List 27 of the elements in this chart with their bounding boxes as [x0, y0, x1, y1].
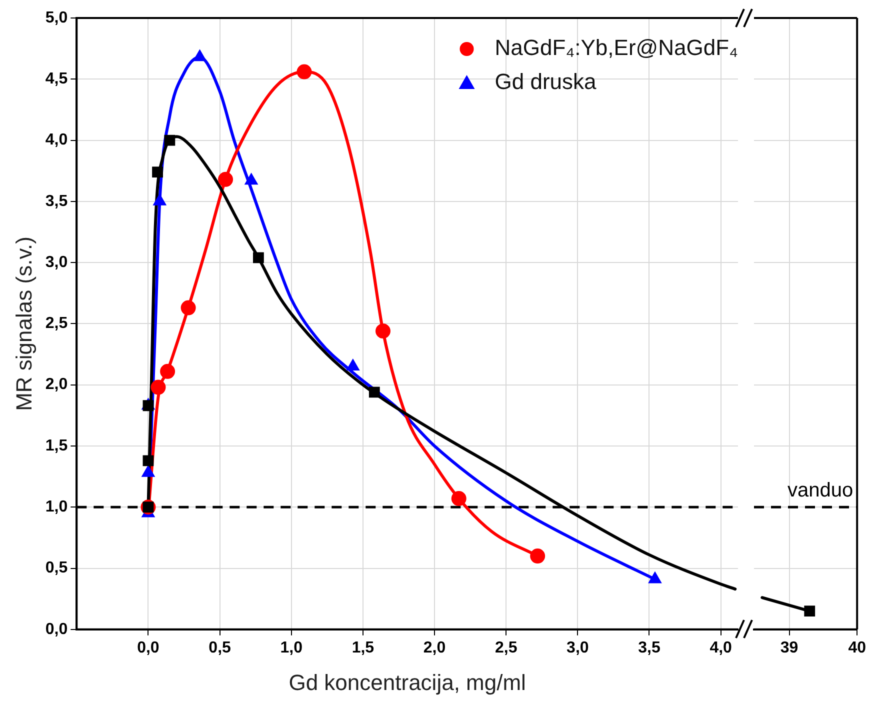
x-tick-label: 1,5	[352, 639, 374, 656]
x-tick-label: 0,0	[137, 639, 160, 656]
x-tick-label: 2,5	[494, 639, 518, 656]
x-tick-label: 2,0	[423, 639, 446, 656]
y-tick-label: 3,0	[45, 254, 68, 271]
x-tick-label: 3,0	[566, 639, 589, 656]
y-tick-label: 0,5	[45, 560, 68, 577]
x-axis-title: Gd koncentracija, mg/ml	[288, 670, 526, 695]
y-tick-label: 1,5	[45, 437, 68, 454]
y-tick-label: 3,5	[45, 192, 68, 210]
y-tick-label: 4,5	[45, 70, 68, 88]
y-tick-label: 5,0	[45, 9, 68, 26]
y-tick-label: 2,5	[45, 315, 68, 332]
y-tick-label: 0,0	[45, 620, 68, 638]
legend-label: Gd druska	[494, 69, 598, 94]
x-tick-label: 40	[848, 639, 866, 656]
x-tick-label: 3,5	[638, 639, 660, 656]
legend-label: NaGdF₄:Yb,Er@NaGdF₄	[494, 35, 738, 60]
x-tick-label: 0,5	[208, 639, 232, 656]
x-tick-label: 1,0	[280, 639, 303, 656]
x-tick-label: 4,0	[710, 639, 732, 656]
y-axis-title: MR signalas (s.v.)	[11, 236, 36, 411]
y-tick-label: 1,0	[45, 498, 68, 516]
y-tick-label: 4,0	[45, 132, 68, 149]
ref-line-label: vanduo	[787, 480, 854, 502]
y-tick-label: 2,0	[45, 376, 68, 394]
x-tick-label: 39	[780, 639, 798, 656]
